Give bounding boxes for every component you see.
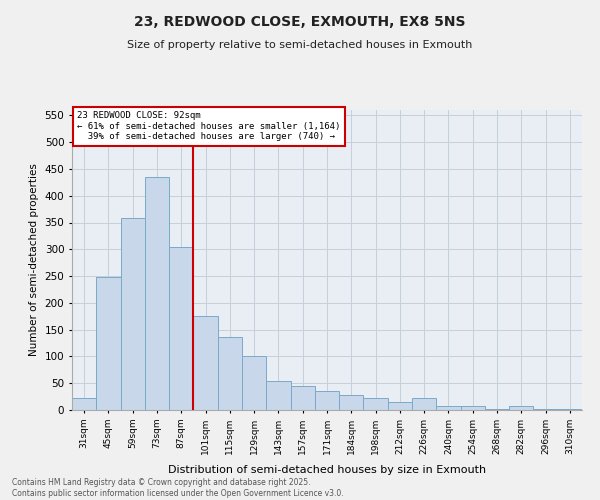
Bar	[266, 380, 290, 410]
Text: 23 REDWOOD CLOSE: 92sqm
← 61% of semi-detached houses are smaller (1,164)
  39% : 23 REDWOOD CLOSE: 92sqm ← 61% of semi-de…	[77, 112, 340, 142]
Bar	[388, 402, 412, 410]
Bar	[461, 406, 485, 410]
Bar	[339, 395, 364, 410]
X-axis label: Distribution of semi-detached houses by size in Exmouth: Distribution of semi-detached houses by …	[168, 465, 486, 475]
Bar	[218, 336, 242, 410]
Bar	[290, 386, 315, 410]
Text: 23, REDWOOD CLOSE, EXMOUTH, EX8 5NS: 23, REDWOOD CLOSE, EXMOUTH, EX8 5NS	[134, 15, 466, 29]
Bar	[558, 409, 582, 410]
Bar	[509, 406, 533, 410]
Text: Size of property relative to semi-detached houses in Exmouth: Size of property relative to semi-detach…	[127, 40, 473, 50]
Bar	[145, 177, 169, 410]
Bar	[96, 277, 121, 410]
Bar	[121, 218, 145, 410]
Bar	[193, 316, 218, 410]
Bar	[169, 246, 193, 410]
Y-axis label: Number of semi-detached properties: Number of semi-detached properties	[29, 164, 39, 356]
Text: Contains HM Land Registry data © Crown copyright and database right 2025.
Contai: Contains HM Land Registry data © Crown c…	[12, 478, 344, 498]
Bar	[533, 409, 558, 410]
Bar	[436, 406, 461, 410]
Bar	[364, 398, 388, 410]
Bar	[412, 398, 436, 410]
Bar	[485, 409, 509, 410]
Bar	[242, 356, 266, 410]
Bar	[72, 398, 96, 410]
Bar	[315, 391, 339, 410]
